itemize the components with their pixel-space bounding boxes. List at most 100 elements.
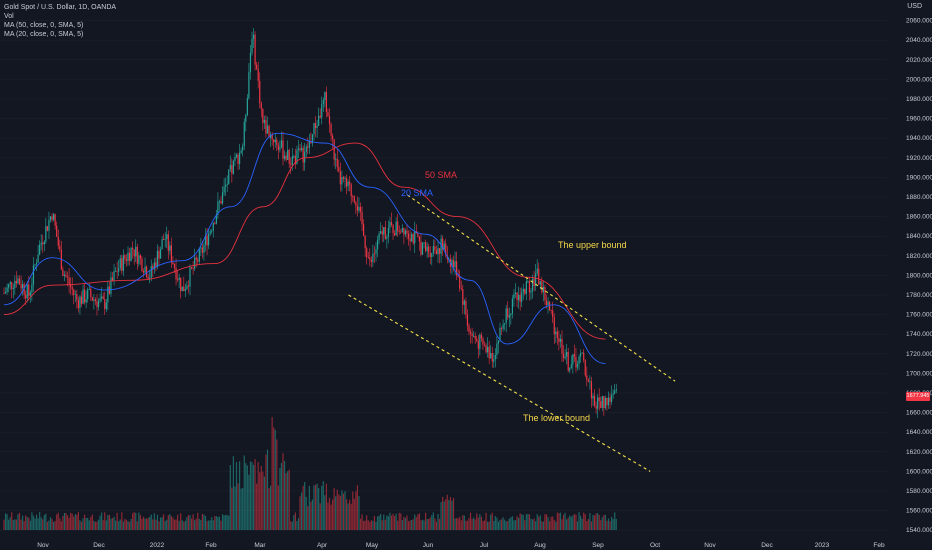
- candle-body: [352, 196, 354, 197]
- candle-body: [31, 284, 33, 293]
- volume-bar: [567, 517, 569, 530]
- volume-bar: [318, 487, 320, 530]
- volume-bar: [487, 521, 489, 530]
- volume-bar: [226, 514, 228, 530]
- volume-bar: [234, 486, 236, 530]
- volume-bar: [536, 514, 538, 530]
- volume-bar: [505, 521, 507, 530]
- volume-bar: [476, 513, 478, 530]
- volume-bar: [79, 520, 81, 530]
- candle-body: [260, 103, 262, 110]
- candle-body: [611, 395, 613, 402]
- candle-body: [139, 255, 141, 259]
- candle-body: [194, 257, 196, 269]
- candle-body: [578, 356, 580, 364]
- candle-body: [356, 205, 358, 211]
- volume-bar: [386, 515, 388, 530]
- volume-bar: [142, 516, 145, 530]
- volume-bar: [562, 514, 565, 530]
- volume-bar: [459, 516, 461, 530]
- volume-bar: [262, 471, 264, 530]
- volume-bar: [141, 518, 143, 530]
- candle-body: [564, 356, 566, 359]
- candle-body: [593, 395, 596, 406]
- candle-body: [316, 125, 318, 129]
- volume-bar: [325, 483, 327, 530]
- volume-bar: [592, 514, 594, 530]
- candle-body: [62, 269, 64, 276]
- candle-body: [567, 351, 569, 371]
- volume-bar: [276, 439, 278, 530]
- volume-bar: [347, 503, 349, 530]
- volume-bar: [468, 518, 470, 530]
- volume-bar: [553, 519, 555, 530]
- volume-bar: [375, 521, 377, 530]
- volume-bar: [327, 502, 329, 530]
- candle-body: [51, 216, 53, 220]
- candle-body: [494, 354, 496, 360]
- volume-bar: [369, 521, 371, 530]
- candle-body: [234, 157, 236, 161]
- x-tick-label: Feb: [873, 542, 885, 549]
- candle-body: [397, 221, 399, 232]
- volume-bar: [541, 521, 543, 530]
- volume-bar: [445, 499, 447, 530]
- candle-body: [428, 246, 430, 253]
- candle-body: [418, 236, 420, 242]
- volume-bar: [139, 514, 141, 530]
- candle-body: [96, 301, 98, 308]
- volume-bar: [600, 520, 602, 530]
- volume-bar: [583, 512, 585, 530]
- volume-bar: [42, 519, 44, 530]
- volume-bar: [170, 516, 172, 530]
- volume-bar: [587, 519, 589, 530]
- candle-body: [383, 227, 385, 235]
- volume-bar: [530, 518, 532, 530]
- volume-bar: [528, 514, 531, 530]
- volume-bar: [499, 519, 501, 530]
- volume-bar: [104, 512, 106, 530]
- candle-body: [539, 281, 541, 285]
- volume-bar: [265, 454, 267, 530]
- volume-bar: [135, 512, 137, 530]
- volume-bar: [414, 514, 416, 530]
- y-tick-label: 2000.000: [906, 76, 932, 83]
- candle-body: [26, 284, 28, 299]
- candle-body: [138, 255, 140, 264]
- candle-body: [136, 246, 138, 264]
- candle-body: [186, 285, 188, 290]
- volume-bar: [345, 499, 348, 530]
- candle-body: [167, 234, 169, 251]
- candle-body: [584, 360, 586, 376]
- volume-bar: [572, 515, 574, 530]
- volume-bar: [270, 485, 272, 530]
- volume-bar: [54, 520, 56, 530]
- candle-body: [347, 181, 349, 187]
- volume-bar: [394, 515, 396, 530]
- candle-body: [110, 277, 112, 294]
- volume-bar: [545, 514, 548, 530]
- volume-bar: [485, 512, 487, 530]
- volume-bar: [446, 494, 448, 530]
- volume-bar: [387, 516, 389, 530]
- volume-bar: [586, 521, 588, 530]
- volume-bar: [107, 514, 109, 530]
- volume-bar: [294, 512, 296, 530]
- volume-bar: [301, 492, 303, 530]
- volume-bar: [392, 513, 394, 530]
- volume-bar: [53, 521, 55, 530]
- volume-bar: [45, 513, 47, 530]
- volume-bar: [167, 515, 169, 530]
- candle-body: [156, 250, 159, 268]
- candle-body: [384, 227, 386, 239]
- volume-bar: [569, 515, 571, 530]
- candle-body: [296, 149, 298, 165]
- candle-body: [304, 152, 306, 163]
- volume-bar: [460, 520, 462, 530]
- candle-body: [243, 121, 245, 147]
- volume-bar: [380, 513, 382, 530]
- candle-body: [180, 277, 182, 292]
- candle-body: [18, 278, 21, 285]
- volume-bar: [97, 519, 100, 530]
